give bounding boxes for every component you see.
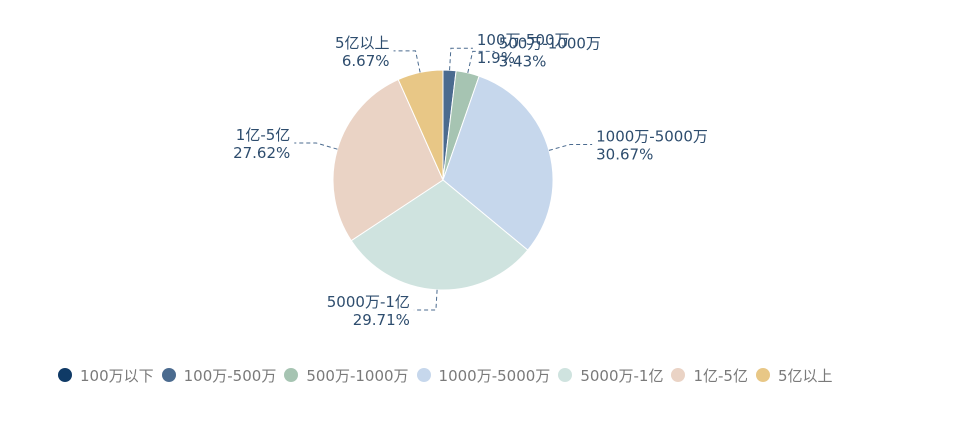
pie-slice[interactable] (442, 75, 554, 251)
legend-marker (755, 368, 770, 382)
slice-percent-label: 6.67% (342, 52, 390, 70)
slice-percent-label: 30.67% (596, 145, 653, 163)
legend-label: 100万以下 (80, 366, 154, 385)
legend-item[interactable]: 1亿-5亿 (671, 364, 748, 386)
slice-name-label: 1亿-5亿 (236, 126, 291, 144)
slice-name-label: 500万-1000万 (499, 34, 601, 52)
chart-legend: 100万以下 100万-500万 500万-1000万 1000万-5000万 5000… (58, 364, 888, 386)
legend-marker (58, 368, 72, 382)
slice-name-label: 100万-500万 (477, 31, 570, 49)
legend-item[interactable]: 500万-1000万 (284, 364, 409, 386)
legend-item[interactable]: 5000万-1亿 (558, 364, 663, 386)
leader-line (413, 289, 438, 311)
legend-label: 500万-1000万 (306, 366, 409, 385)
legend-marker (671, 368, 686, 382)
leader-line (548, 143, 593, 151)
leader-line (467, 50, 495, 73)
slice-percent-label: 29.71% (353, 311, 410, 329)
legend-marker (416, 368, 431, 382)
legend-item[interactable]: 5亿以上 (755, 364, 833, 386)
pie-slice[interactable] (350, 179, 529, 291)
slice-percent-label: 3.43% (499, 52, 547, 70)
slice-percent-label: 1.9% (477, 49, 515, 67)
slice-name-label: 1000万-5000万 (596, 127, 708, 145)
slice-percent-label: 27.62% (233, 144, 290, 162)
slice-name-label: 5亿以上 (335, 34, 390, 52)
leader-line (449, 47, 473, 71)
pie-slice[interactable] (397, 69, 444, 181)
legend-label: 1000万-5000万 (438, 366, 551, 385)
legend-marker (161, 368, 176, 382)
legend-label: 5亿以上 (777, 366, 833, 385)
pie-slice[interactable] (332, 78, 444, 242)
legend-label: 1亿-5亿 (693, 366, 748, 385)
leader-line (393, 50, 421, 73)
slice-name-label: 5000万-1亿 (327, 293, 410, 311)
legend-marker (284, 368, 299, 382)
leader-line (294, 142, 338, 150)
legend-item[interactable]: 100万-500万 (161, 364, 277, 386)
legend-label: 100万-500万 (183, 366, 277, 385)
legend-marker (558, 368, 573, 382)
legend-item[interactable]: 100万以下 (58, 364, 154, 386)
legend-label: 5000万-1亿 (580, 366, 664, 385)
legend-item[interactable]: 1000万-5000万 (416, 364, 551, 386)
